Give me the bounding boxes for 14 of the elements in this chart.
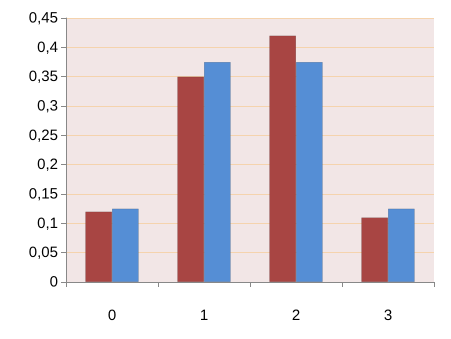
y-tick-label: 0,05 <box>28 244 58 262</box>
y-tick-label: 0,35 <box>28 68 58 86</box>
y-tick-label: 0,15 <box>28 186 58 202</box>
x-tick-label: 3 <box>384 307 392 324</box>
x-tick-label: 0 <box>108 307 116 324</box>
y-tick-label: 0,1 <box>37 214 58 232</box>
y-tick-label: 0 <box>50 274 58 290</box>
y-tick-label: 0,25 <box>28 126 58 144</box>
y-tick-label: 0,3 <box>37 98 58 114</box>
y-tick-label: 0,45 <box>28 10 58 26</box>
y-tick-label: 0,4 <box>37 38 58 56</box>
x-tick-label: 2 <box>292 307 300 324</box>
x-tick-label: 1 <box>200 307 208 324</box>
y-tick-label: 0,2 <box>37 156 58 174</box>
